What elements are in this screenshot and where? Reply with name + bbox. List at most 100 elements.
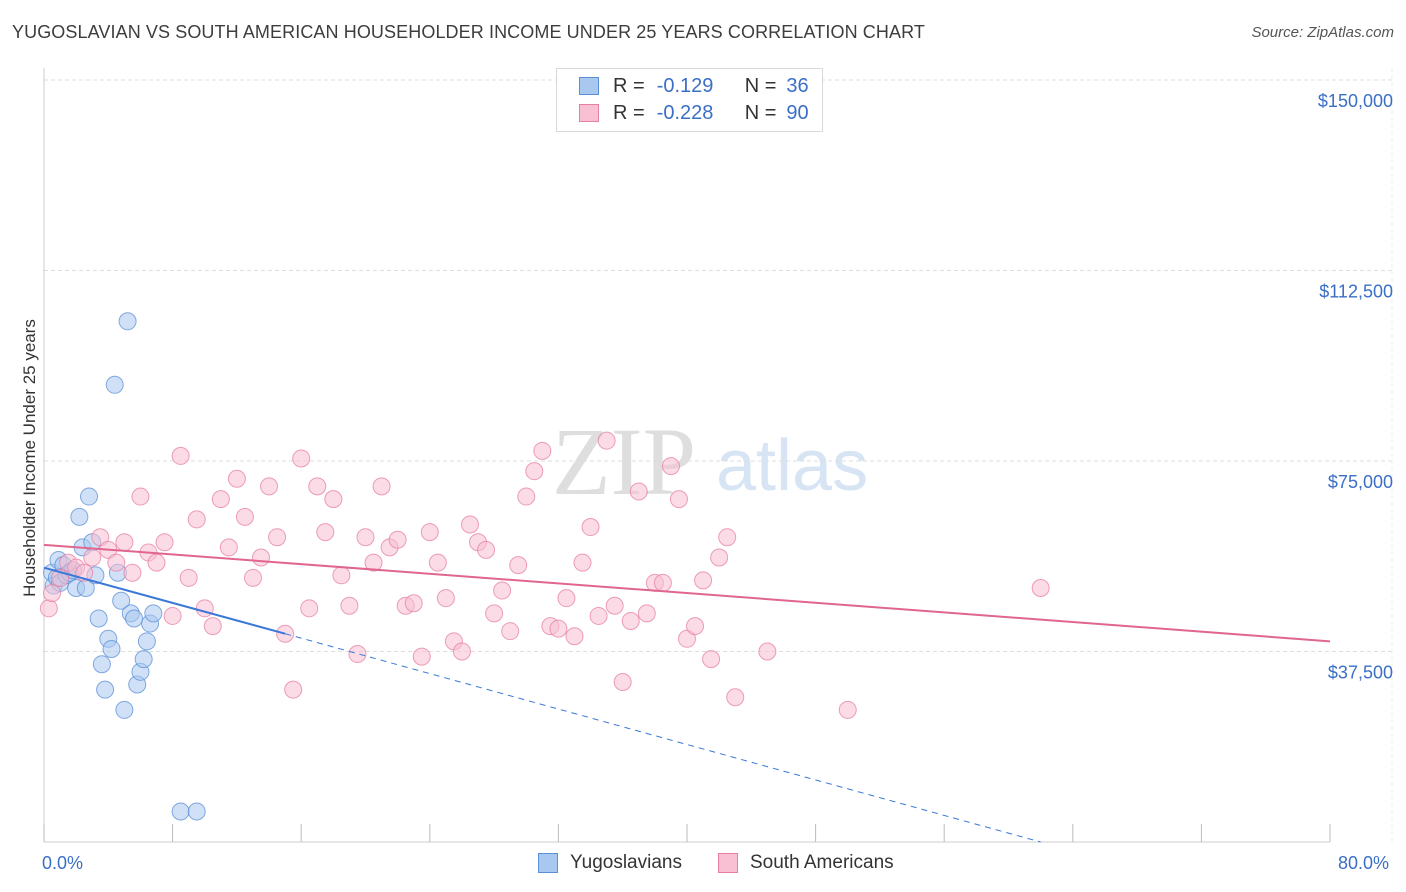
point-south-americans (597, 431, 616, 450)
point-south-americans (694, 571, 713, 590)
point-south-americans (83, 548, 102, 567)
legend-r-value: -0.228 (656, 101, 714, 124)
point-yugoslavians (96, 680, 115, 699)
point-south-americans (203, 617, 222, 636)
point-south-americans (211, 490, 230, 509)
point-south-americans (43, 584, 62, 603)
point-south-americans (372, 477, 391, 496)
point-south-americans (557, 589, 576, 608)
point-south-americans (493, 581, 512, 600)
point-south-americans (268, 528, 287, 547)
series-legend: Yugoslavians South Americans (0, 852, 1406, 878)
legend-n-label: N = (744, 74, 777, 97)
point-south-americans (661, 457, 680, 476)
point-south-americans (428, 553, 447, 572)
point-south-americans (605, 596, 624, 615)
point-south-americans (235, 507, 254, 526)
point-south-americans (533, 441, 552, 460)
point-south-americans (364, 553, 383, 572)
point-south-americans (179, 568, 198, 587)
point-yugoslavians (137, 632, 156, 651)
point-south-americans (477, 540, 496, 559)
point-south-americans (324, 490, 343, 509)
point-yugoslavians (171, 802, 190, 821)
y-tick-label: $37,500 (1328, 663, 1393, 683)
legend-swatch-blue (579, 77, 599, 95)
point-south-americans (517, 487, 536, 506)
point-yugoslavians (70, 507, 89, 526)
y-tick-label: $75,000 (1328, 472, 1393, 492)
point-south-americans (718, 528, 737, 547)
point-yugoslavians (102, 639, 121, 658)
legend-row-south-americans: R = -0.228 N = 90 (557, 100, 809, 126)
point-south-americans (292, 449, 311, 468)
point-south-americans (621, 612, 640, 631)
point-south-americans (243, 568, 262, 587)
legend-swatch-pink (718, 853, 738, 873)
legend-label: Yugoslavians (570, 852, 682, 873)
point-south-americans (356, 528, 375, 547)
trend-lines (43, 543, 1331, 843)
point-south-americans (260, 477, 279, 496)
legend-swatch-blue (538, 853, 558, 873)
point-south-americans (163, 606, 182, 625)
point-south-americans (460, 515, 479, 534)
point-south-americans (123, 563, 142, 582)
legend-n-label: N = (744, 101, 777, 124)
point-south-americans (686, 617, 705, 636)
point-south-americans (412, 647, 431, 666)
point-south-americans (300, 599, 319, 618)
source-credit: Source: ZipAtlas.com (1251, 24, 1394, 41)
point-south-americans (485, 604, 504, 623)
point-south-americans (284, 680, 303, 699)
x-tick-min: 0.0% (42, 853, 84, 873)
point-south-americans (227, 469, 246, 488)
correlation-legend: R = -0.129 N = 36 R = -0.228 N = 90 (556, 68, 823, 132)
point-south-americans (613, 672, 632, 691)
legend-item-yugoslavians[interactable]: Yugoslavians (538, 852, 682, 874)
point-south-americans (340, 596, 359, 615)
axes (43, 68, 1393, 843)
point-south-americans (91, 528, 110, 547)
trend-yugoslavians (43, 566, 286, 635)
point-yugoslavians (115, 700, 134, 719)
point-south-americans (436, 589, 455, 608)
point-yugoslavians (80, 487, 99, 506)
point-south-americans (1031, 579, 1050, 597)
watermark-atlas: atlas (716, 426, 868, 506)
legend-label: South Americans (750, 852, 894, 873)
point-yugoslavians (134, 650, 153, 669)
y-tick-labels: $37,500 $75,000 $112,500 $150,000 (1318, 91, 1393, 683)
point-south-americans (39, 599, 58, 618)
point-south-americans (155, 533, 174, 552)
point-south-americans (348, 645, 367, 664)
point-south-americans (710, 548, 729, 567)
point-south-americans (838, 700, 857, 719)
point-south-americans (316, 523, 335, 542)
point-south-americans (252, 548, 271, 567)
point-south-americans (308, 477, 327, 496)
x-tick-max: 80.0% (1338, 853, 1390, 873)
point-yugoslavians (89, 609, 108, 628)
legend-swatch-pink (579, 104, 599, 122)
point-south-americans (404, 594, 423, 613)
point-south-americans (107, 553, 126, 572)
data-points (39, 312, 1050, 821)
legend-r-value: -0.129 (656, 74, 714, 97)
point-south-americans (758, 642, 777, 661)
legend-r-label: R = (613, 101, 645, 124)
point-south-americans (115, 533, 134, 552)
point-south-americans (452, 642, 471, 661)
point-south-americans (565, 627, 584, 646)
point-south-americans (219, 538, 238, 557)
point-yugoslavians (92, 655, 111, 674)
point-yugoslavians (125, 609, 144, 628)
point-yugoslavians (187, 802, 206, 821)
point-south-americans (509, 556, 528, 575)
point-south-americans (388, 530, 407, 549)
point-south-americans (678, 629, 696, 648)
y-tick-label: $112,500 (1319, 282, 1393, 302)
point-south-americans (573, 553, 592, 572)
legend-item-south-americans[interactable]: South Americans (718, 852, 894, 874)
